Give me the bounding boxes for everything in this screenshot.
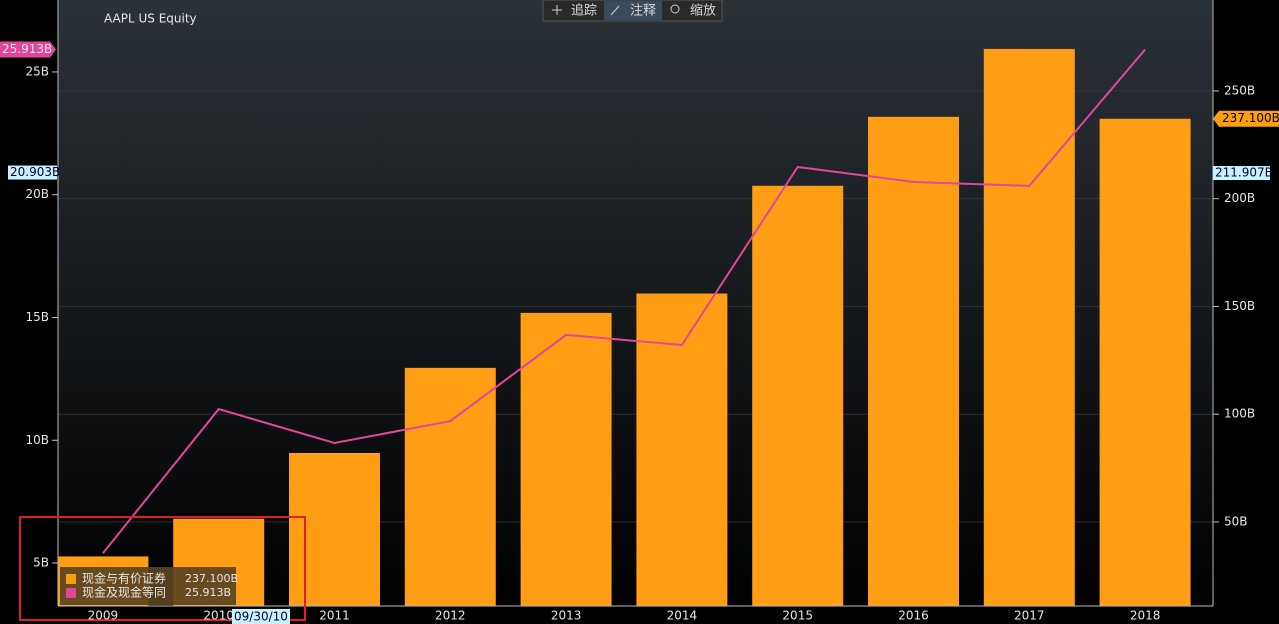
legend-swatch — [66, 588, 76, 598]
legend-label: 现金与有价证券 — [82, 571, 166, 586]
x-tick-label: 2016 — [898, 609, 929, 623]
toolbar-button[interactable]: 注释 — [630, 4, 656, 19]
bar — [1099, 118, 1191, 606]
bar — [868, 116, 959, 606]
zoom-icon — [670, 4, 680, 14]
crosshair-date: 09/30/10 — [234, 610, 288, 624]
legend: 现金与有价证券 237.100B 现金及现金等同 25.913B — [60, 567, 238, 605]
x-tick-label: 2011 — [319, 609, 350, 623]
bar — [289, 452, 380, 606]
x-tick-label: 2009 — [88, 609, 119, 623]
x-tick-label: 2017 — [1014, 609, 1045, 623]
highlight-box — [19, 516, 306, 621]
bar — [752, 185, 844, 606]
crosshair-date-tag — [232, 609, 290, 624]
y2-tick-label: 250B — [1224, 83, 1255, 97]
y2-tick-label: 200B — [1224, 191, 1255, 205]
legend-value: 25.913B — [185, 586, 231, 599]
legend-value: 237.100B — [185, 572, 238, 585]
line — [102, 48, 1146, 554]
value-tag — [1213, 110, 1279, 127]
toolbar: 追踪 注释 缩放 — [542, 0, 723, 22]
y-tick-label: 5B — [33, 556, 49, 570]
y-tick-label: 10B — [25, 433, 49, 447]
crosshair-tag — [1213, 166, 1270, 181]
annotate-button[interactable]: 注释 — [610, 4, 656, 19]
track-icon — [552, 5, 562, 15]
crosshair-tag — [8, 165, 57, 180]
annotate-icon — [610, 5, 620, 16]
x-tick-label: 2010 — [203, 609, 234, 623]
bar — [520, 312, 612, 606]
y-tick-label: 15B — [25, 310, 49, 324]
x-tick-label: 2012 — [435, 609, 466, 623]
value-tag-label: 25.913B — [2, 42, 52, 56]
value-tag-label: 237.100B — [1222, 111, 1279, 125]
toolbar-button[interactable]: 追踪 — [571, 3, 597, 19]
y-tick-label: 25B — [25, 64, 49, 78]
y2-tick-label: 150B — [1224, 299, 1255, 313]
bar — [636, 293, 728, 606]
legend-swatch — [66, 574, 76, 584]
bar — [983, 48, 1075, 606]
legend-label: 现金及现金等同 — [82, 585, 166, 600]
toolbar-active — [604, 1, 662, 20]
track-button[interactable]: 追踪 — [552, 3, 597, 19]
crosshair-label: 211.907B — [1215, 166, 1273, 180]
y-tick-label: 20B — [25, 187, 49, 201]
value-tag — [0, 41, 56, 58]
x-tick-label: 2018 — [1130, 609, 1161, 623]
y2-tick-label: 100B — [1224, 407, 1255, 421]
crosshair-label: 20.903B — [10, 165, 60, 179]
chart-title: AAPL US Equity — [104, 12, 197, 26]
y2-tick-label: 50B — [1224, 514, 1248, 528]
x-tick-label: 2013 — [551, 609, 582, 623]
x-tick-label: 2014 — [667, 609, 698, 623]
legend-bg — [60, 567, 236, 605]
x-tick-label: 2015 — [782, 609, 813, 623]
toolbar-button[interactable]: 缩放 — [690, 3, 716, 19]
zoom-button[interactable]: 缩放 — [670, 3, 716, 19]
bar — [404, 367, 496, 606]
